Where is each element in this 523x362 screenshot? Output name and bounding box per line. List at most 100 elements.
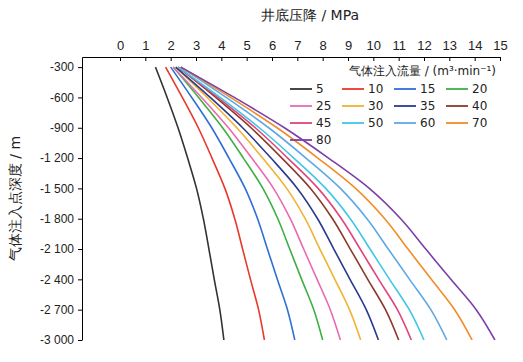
legend-label: 70 [472,116,487,130]
legend-entry: 35 [394,99,435,113]
y-tick-mark [78,188,82,189]
legend-entry: 10 [342,82,383,96]
y-tick-label: -1 200 [40,151,74,165]
x-tick-label: 1 [142,38,149,53]
legend-label: 25 [316,99,331,113]
y-axis-title: 气体注入点深度 / m [7,136,23,261]
y-tick-mark [78,310,82,311]
y-tick-label: -900 [50,121,74,135]
y-tick: -1 800 [40,212,82,226]
x-tick: 12 [417,38,431,61]
series-line [155,67,223,340]
legend-label: 50 [368,116,383,130]
y-tick-label: -1 500 [40,182,74,196]
y-tick-mark [78,128,82,129]
y-tick-label: -600 [50,91,74,105]
series-line [171,67,295,340]
legend-swatch [394,105,416,107]
y-tick: -600 [50,91,82,105]
y-tick-label: -2 100 [40,242,74,256]
legend-label: 40 [472,99,487,113]
legend-swatch [342,122,364,124]
x-tick: 7 [294,38,301,61]
x-tick: 15 [493,38,507,61]
x-tick-label: 14 [468,38,482,53]
legend-swatch [290,139,312,141]
x-tick-label: 7 [294,38,301,53]
legend-swatch [342,88,364,90]
series-line [176,67,361,340]
legend-swatch [290,88,312,90]
legend-swatch [342,105,364,107]
chart-container: 0123456789101112131415-300-600-900-1 200… [0,0,523,362]
legend-entry: 50 [342,116,383,130]
x-tick-mark [221,57,222,61]
y-tick: -1 500 [40,182,82,196]
x-tick-mark [348,57,349,61]
y-tick-label: -2 700 [40,303,74,317]
legend-label: 45 [316,116,331,130]
y-tick: -3 000 [40,333,82,347]
plot-area: 0123456789101112131415-300-600-900-1 200… [40,38,508,347]
y-tick: -300 [50,60,82,74]
series-line [176,67,379,340]
x-tick-mark [171,57,172,61]
x-tick-label: 12 [417,38,431,53]
legend-entry: 30 [342,99,383,113]
y-tick-label: -1 800 [40,212,74,226]
legend-label: 35 [420,99,435,113]
x-tick-label: 15 [493,38,507,53]
x-tick-label: 2 [168,38,175,53]
y-tick-mark [78,340,82,341]
x-tick: 9 [345,38,352,61]
legend-swatch [446,122,468,124]
series-line [166,67,265,340]
x-tick: 13 [443,38,457,61]
legend-entry: 15 [394,82,435,96]
x-axis: 0123456789101112131415 [83,38,508,61]
series-line [178,67,424,340]
x-tick: 5 [244,38,251,61]
legend-swatch [446,105,468,107]
y-tick-mark [78,97,82,98]
legend-entry: 60 [394,116,435,130]
y-tick-mark [78,219,82,220]
x-tick-label: 0 [117,38,124,53]
legend-entry: 40 [446,99,487,113]
x-tick: 2 [168,38,175,61]
x-tick-label: 8 [320,38,327,53]
y-tick-label: -2 400 [40,273,74,287]
legend-label: 30 [368,99,383,113]
legend-swatch [394,122,416,124]
x-tick-mark [297,57,298,61]
x-tick-mark [475,57,476,61]
x-tick: 4 [218,38,225,61]
legend-swatch [394,88,416,90]
y-tick: -2 400 [40,273,82,287]
y-tick: -1 200 [40,151,82,165]
legend-entry: 5 [290,82,324,96]
y-tick-mark [78,279,82,280]
x-tick-label: 6 [269,38,276,53]
x-tick-mark [449,57,450,61]
y-tick-label: -3 000 [40,333,74,347]
y-axis: -300 -600 -900 -1 200 -1 500 -1 800 -2 100 -2 4… [40,58,83,348]
legend-label: 10 [368,82,383,96]
x-tick-mark [145,57,146,61]
x-tick-label: 10 [367,38,381,53]
x-tick-mark [399,57,400,61]
series-line [181,67,447,340]
legend-entry: 45 [290,116,331,130]
x-tick-label: 3 [193,38,200,53]
legend-entry: 25 [290,99,331,113]
x-tick: 1 [142,38,149,61]
x-tick: 3 [193,38,200,61]
legend-label: 80 [316,133,331,147]
x-tick-label: 11 [392,38,406,53]
legend-label: 20 [472,82,487,96]
series-line [173,67,340,340]
y-tick: -2 700 [40,303,82,317]
series-line [181,67,472,340]
legend: 气体注入流量 / (m³·min⁻¹)510152025303540455060… [290,64,496,147]
x-tick: 6 [269,38,276,61]
